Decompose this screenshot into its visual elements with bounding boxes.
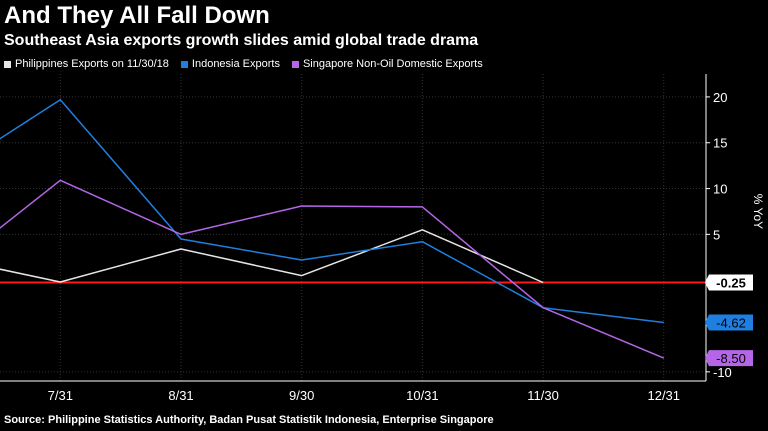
legend-swatch-singapore	[291, 60, 299, 68]
chart-title: And They All Fall Down	[4, 2, 270, 29]
series-line-singapore	[0, 179, 665, 359]
x-tick-label: 12/31	[647, 388, 680, 403]
legend-swatch-indonesia	[180, 60, 188, 68]
value-callout-singapore	[705, 350, 753, 367]
value-callout-label-philippines: -0.25	[716, 275, 746, 290]
x-tick-label: 11/30	[527, 388, 559, 403]
value-callout-philippines	[705, 274, 753, 291]
legend-item-singapore: Singapore Non-Oil Domestic Exports	[291, 58, 483, 70]
legend-swatch-philippines	[4, 60, 11, 68]
line-chart: 7/31 8/31 9/30 10/31 11/30 12/31 20 15 10 5 -10 % Y…	[0, 74, 765, 403]
legend-label-singapore: Singapore Non-Oil Domestic Exports	[302, 58, 483, 70]
x-tick-label: 10/31	[406, 388, 439, 403]
y-tick-label: 5	[713, 227, 720, 242]
value-callout-indonesia	[705, 314, 753, 331]
legend-label-philippines: Philippines Exports on 11/30/18	[15, 58, 169, 70]
chart-area: 7/31 8/31 9/30 10/31 11/30 12/31 20 15 10 5 -10 % Y…	[0, 74, 768, 410]
y-tick-label: 20	[713, 90, 727, 105]
x-tick-label: 9/30	[289, 388, 314, 403]
y-tick-label: 10	[713, 182, 727, 197]
value-callout-label-singapore: -8.50	[716, 351, 746, 366]
chart-subtitle: Southeast Asia exports growth slides ami…	[4, 32, 479, 49]
y-tick-label: -10	[713, 365, 732, 380]
legend-item-indonesia: Indonesia Exports	[180, 58, 280, 70]
value-callout-label-indonesia: -4.62	[716, 316, 746, 331]
x-tick-label: 8/31	[168, 388, 193, 403]
source-note: Source: Philippine Statistics Authority,…	[4, 414, 494, 426]
x-tick-label: 7/31	[48, 388, 73, 403]
series-line-philippines	[0, 229, 544, 284]
y-axis-label: % YoY	[751, 194, 765, 229]
series-line-indonesia	[0, 98, 664, 324]
y-tick-label: 15	[713, 136, 727, 151]
legend-item-philippines: Philippines Exports on 11/30/18	[4, 58, 169, 70]
legend-label-indonesia: Indonesia Exports	[191, 58, 280, 70]
legend: Philippines Exports on 11/30/18 Indonesi…	[4, 58, 483, 70]
